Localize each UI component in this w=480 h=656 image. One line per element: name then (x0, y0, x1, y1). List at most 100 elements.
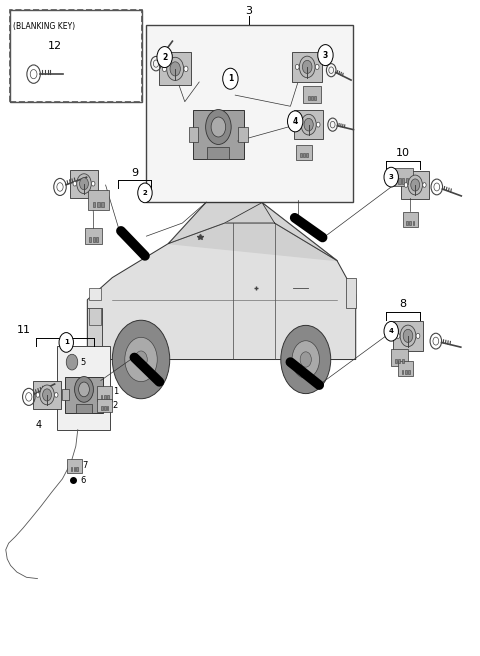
Ellipse shape (292, 340, 320, 379)
Bar (300, 154, 302, 157)
Ellipse shape (300, 56, 315, 77)
Bar (97, 201, 100, 207)
Bar (71, 467, 72, 471)
Bar (303, 154, 305, 157)
Ellipse shape (315, 64, 319, 70)
Ellipse shape (423, 182, 426, 188)
Bar (104, 395, 106, 399)
Bar (395, 359, 397, 363)
Bar (239, 127, 248, 142)
Text: 2: 2 (113, 401, 118, 410)
Polygon shape (168, 203, 262, 243)
Bar (393, 321, 423, 351)
Text: 12: 12 (48, 41, 62, 51)
Bar (207, 147, 229, 159)
Bar (88, 190, 109, 210)
Circle shape (59, 333, 73, 352)
Ellipse shape (205, 110, 231, 144)
Bar (76, 467, 78, 471)
Bar (402, 370, 404, 374)
Text: 4: 4 (36, 420, 41, 430)
Bar (107, 406, 108, 411)
Bar (101, 406, 103, 411)
Ellipse shape (79, 382, 89, 397)
Bar (67, 459, 82, 472)
Bar (62, 390, 69, 400)
Bar (398, 359, 400, 363)
Ellipse shape (40, 385, 54, 405)
Ellipse shape (403, 329, 413, 342)
Bar (398, 361, 413, 376)
Bar (89, 308, 101, 325)
Circle shape (138, 183, 152, 203)
Bar (303, 86, 321, 103)
Ellipse shape (416, 333, 420, 338)
Bar (65, 377, 103, 413)
Bar (308, 96, 310, 100)
Bar (89, 288, 101, 300)
Text: 3: 3 (389, 174, 394, 180)
Bar (294, 110, 323, 139)
Bar (87, 308, 102, 346)
Bar (107, 395, 108, 399)
Ellipse shape (404, 182, 408, 188)
Polygon shape (168, 203, 337, 260)
Bar (33, 380, 61, 409)
Bar (314, 96, 316, 100)
Ellipse shape (295, 64, 299, 70)
Bar (101, 395, 103, 399)
Bar (398, 178, 400, 184)
Bar (57, 346, 110, 430)
Bar (405, 370, 407, 374)
Bar (96, 237, 98, 242)
Ellipse shape (80, 178, 88, 190)
Ellipse shape (297, 122, 301, 127)
Polygon shape (87, 223, 356, 359)
Circle shape (223, 68, 238, 89)
Bar (146, 25, 353, 202)
Ellipse shape (408, 175, 422, 195)
Circle shape (157, 47, 172, 68)
Text: 3: 3 (245, 7, 252, 16)
Ellipse shape (400, 325, 416, 346)
Bar (93, 237, 95, 242)
Text: 9: 9 (131, 168, 138, 178)
Bar (401, 171, 429, 199)
Ellipse shape (125, 337, 157, 382)
Text: 8: 8 (400, 299, 407, 309)
Bar (402, 359, 404, 363)
Text: 5: 5 (81, 358, 86, 367)
Bar (10, 10, 142, 102)
Circle shape (318, 45, 333, 66)
Bar (93, 201, 96, 207)
Ellipse shape (301, 114, 316, 135)
Text: 1: 1 (64, 339, 69, 346)
Bar (73, 467, 75, 471)
Ellipse shape (73, 181, 76, 186)
Bar (296, 145, 312, 159)
Bar (403, 213, 418, 227)
Bar (412, 221, 414, 225)
Bar (407, 221, 408, 225)
Bar (402, 178, 404, 184)
Ellipse shape (396, 333, 400, 338)
Bar (193, 110, 244, 159)
Text: 2: 2 (143, 190, 147, 196)
Text: (BLANKING KEY): (BLANKING KEY) (13, 22, 75, 31)
Ellipse shape (74, 377, 94, 402)
Bar (346, 277, 356, 308)
Bar (292, 52, 322, 82)
Text: 2: 2 (162, 52, 167, 62)
Bar (99, 390, 106, 400)
Text: 1: 1 (113, 387, 118, 396)
Bar (394, 168, 413, 186)
Bar (97, 398, 112, 412)
Ellipse shape (167, 57, 184, 81)
Ellipse shape (36, 392, 39, 398)
Circle shape (384, 167, 398, 187)
Bar (306, 154, 308, 157)
Ellipse shape (184, 66, 188, 72)
Bar (70, 169, 98, 198)
Bar (85, 228, 102, 245)
Circle shape (384, 321, 398, 341)
